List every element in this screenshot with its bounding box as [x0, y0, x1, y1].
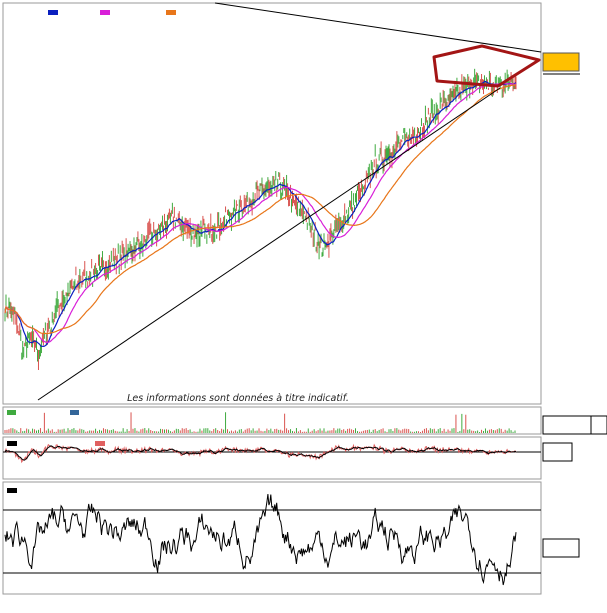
trendline-1 — [214, 2, 542, 53]
trendlines — [37, 2, 542, 401]
ma-medium-line — [4, 82, 517, 344]
legend-swatch-3 — [166, 10, 176, 15]
pattern-polygon — [432, 44, 541, 88]
oscillator-line — [4, 493, 517, 586]
momentum-value-box — [542, 442, 573, 462]
trendline-2 — [37, 87, 501, 401]
moving-averages — [4, 80, 517, 348]
oscillator-value-box — [542, 538, 580, 558]
disclaimer-text: Les informations sont données à titre in… — [127, 393, 349, 404]
oscillator-line-path — [4, 493, 517, 586]
volume-panel — [2, 406, 542, 435]
ma-long-line — [4, 84, 517, 335]
oscillator-legend-mark — [7, 488, 17, 493]
pattern-shape — [432, 44, 541, 88]
volume-value-box-2 — [590, 415, 607, 435]
legend-swatch-2 — [100, 10, 110, 15]
momentum-line — [4, 445, 517, 461]
legend-swatch-1 — [48, 10, 58, 15]
ma-short-line — [4, 80, 517, 348]
volume-bars — [4, 412, 516, 433]
oscillator-panel — [2, 481, 542, 595]
last-price-marker — [542, 52, 580, 72]
volume-value-box — [542, 415, 592, 435]
momentum-legend-mark — [7, 441, 17, 446]
momentum-panel — [2, 436, 542, 480]
momentum-signal-mark — [95, 441, 105, 446]
momentum-lines — [4, 443, 517, 464]
price-panel — [2, 2, 542, 405]
volume-legend-mark — [7, 410, 16, 415]
volume-legend-mark-2 — [70, 410, 79, 415]
